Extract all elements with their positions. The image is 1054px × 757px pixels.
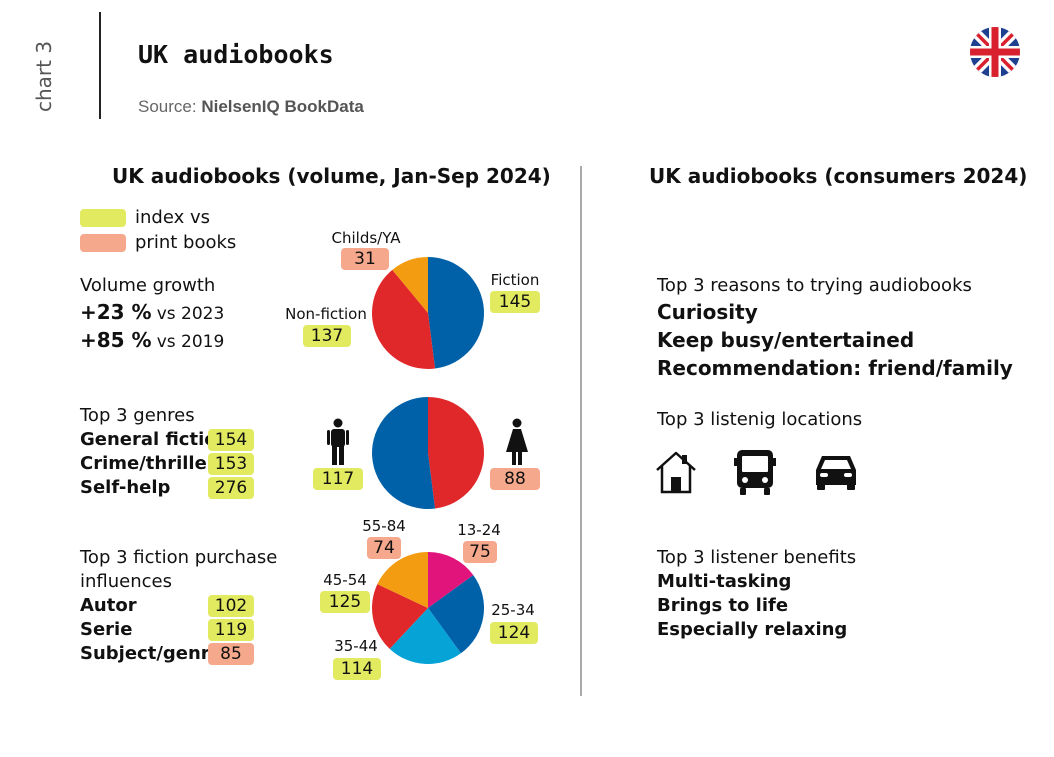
pie-gender (372, 397, 485, 509)
influence-index-badge: 85 (208, 643, 254, 665)
pie-age-category-label: 25-34 (491, 601, 535, 619)
reasons-label: Top 3 reasons to trying audiobooks (657, 275, 972, 296)
growth-value: +23 % (80, 300, 152, 324)
growth-row-2023: +23 % vs 2023 (80, 300, 224, 324)
pie-gender-index-badge: 88 (490, 468, 540, 490)
source-prefix: Source: (138, 97, 197, 116)
pie-age-index-badge: 114 (333, 658, 381, 680)
legend-label-index: index vs (135, 207, 210, 228)
source-line: Source: NielsenIQ BookData (138, 97, 364, 117)
pie-age-category-label: 13-24 (457, 521, 501, 539)
pie-genre-slice-fiction (428, 257, 485, 369)
pie-genre-index-badge: 31 (341, 248, 389, 270)
pie-gender-slice-male (372, 397, 436, 509)
pie-age-slice-55-84 (377, 552, 428, 608)
pie-age-slice-35-44 (389, 608, 461, 664)
bus-icon (734, 450, 776, 495)
legend-swatch-index (80, 209, 126, 227)
benefit-item: Multi-tasking (657, 571, 792, 592)
reason-item: Curiosity (657, 300, 758, 324)
pie-age (372, 552, 484, 664)
reason-item: Recommendation: friend/family (657, 356, 1013, 380)
genre-index-badge: 153 (208, 453, 254, 475)
reason-item: Keep busy/entertained (657, 328, 915, 352)
pie-age-category-label: 45-54 (323, 571, 367, 589)
influence-name: Subject/genre (80, 643, 222, 664)
pie-age-category-label: 35-44 (334, 637, 378, 655)
locations-label: Top 3 listenig locations (657, 409, 863, 430)
genre-name: Self-help (80, 477, 171, 498)
genre-index-badge: 154 (208, 429, 254, 451)
pie-age-index-badge: 124 (490, 622, 538, 644)
benefit-item: Brings to life (657, 595, 789, 616)
growth-suffix: vs 2019 (156, 332, 225, 352)
car-icon (816, 456, 856, 490)
influences-label-line1: Top 3 fiction purchase (80, 547, 278, 568)
pie-age-slice-45-54 (372, 584, 428, 649)
pie-age-index-badge: 74 (367, 537, 401, 559)
legend-label-print: print books (135, 232, 237, 253)
influence-index-badge: 102 (208, 595, 254, 617)
pie-genre-slice-non-fiction (371, 269, 436, 370)
pie-age-index-badge: 75 (463, 541, 497, 563)
pie-genre-category-label: Non-fiction (285, 305, 367, 323)
genre-index-badge: 276 (208, 477, 254, 499)
header-divider (99, 12, 101, 119)
influence-index-badge: 119 (208, 619, 254, 641)
right-heading: UK audiobooks (consumers 2024) (649, 164, 1028, 188)
pie-genre-category-label: Childs/YA (331, 229, 401, 247)
pie-genre-slice-childs-ya (392, 257, 428, 313)
genre-name: General fiction (80, 429, 230, 450)
home-icon (656, 451, 696, 494)
influence-name: Serie (80, 619, 133, 640)
pie-gender-index-badge: 117 (313, 468, 363, 490)
left-heading: UK audiobooks (volume, Jan-Sep 2024) (112, 164, 551, 188)
pie-genre-category-label: Fiction (490, 271, 540, 289)
female-icon (506, 418, 528, 465)
benefits-label: Top 3 listener benefits (657, 547, 857, 568)
growth-row-2019: +85 % vs 2019 (80, 328, 224, 352)
growth-value: +85 % (80, 328, 152, 352)
pie-age-slice-25-34 (428, 575, 484, 654)
genres-label: Top 3 genres (80, 405, 195, 426)
growth-label: Volume growth (80, 275, 216, 296)
pie-genre (371, 257, 485, 370)
genre-name: Crime/thriller (80, 453, 216, 474)
pie-age-category-label: 55-84 (362, 517, 406, 535)
pie-genre-index-badge: 145 (490, 291, 540, 313)
uk-flag-icon (970, 27, 1020, 77)
pie-gender-slice-female (428, 397, 485, 509)
page-title: UK audiobooks (138, 40, 334, 69)
influence-name: Autor (80, 595, 137, 616)
pie-age-slice-13-24 (428, 552, 474, 608)
benefit-item: Especially relaxing (657, 619, 848, 640)
male-icon (327, 418, 349, 465)
legend-swatch-print (80, 234, 126, 252)
growth-suffix: vs 2023 (156, 304, 225, 324)
pie-genre-index-badge: 137 (303, 325, 351, 347)
source-name: NielsenIQ BookData (201, 97, 364, 116)
influences-label-line2: influences (80, 571, 172, 592)
pie-age-index-badge: 125 (320, 591, 370, 613)
column-divider (580, 166, 582, 696)
